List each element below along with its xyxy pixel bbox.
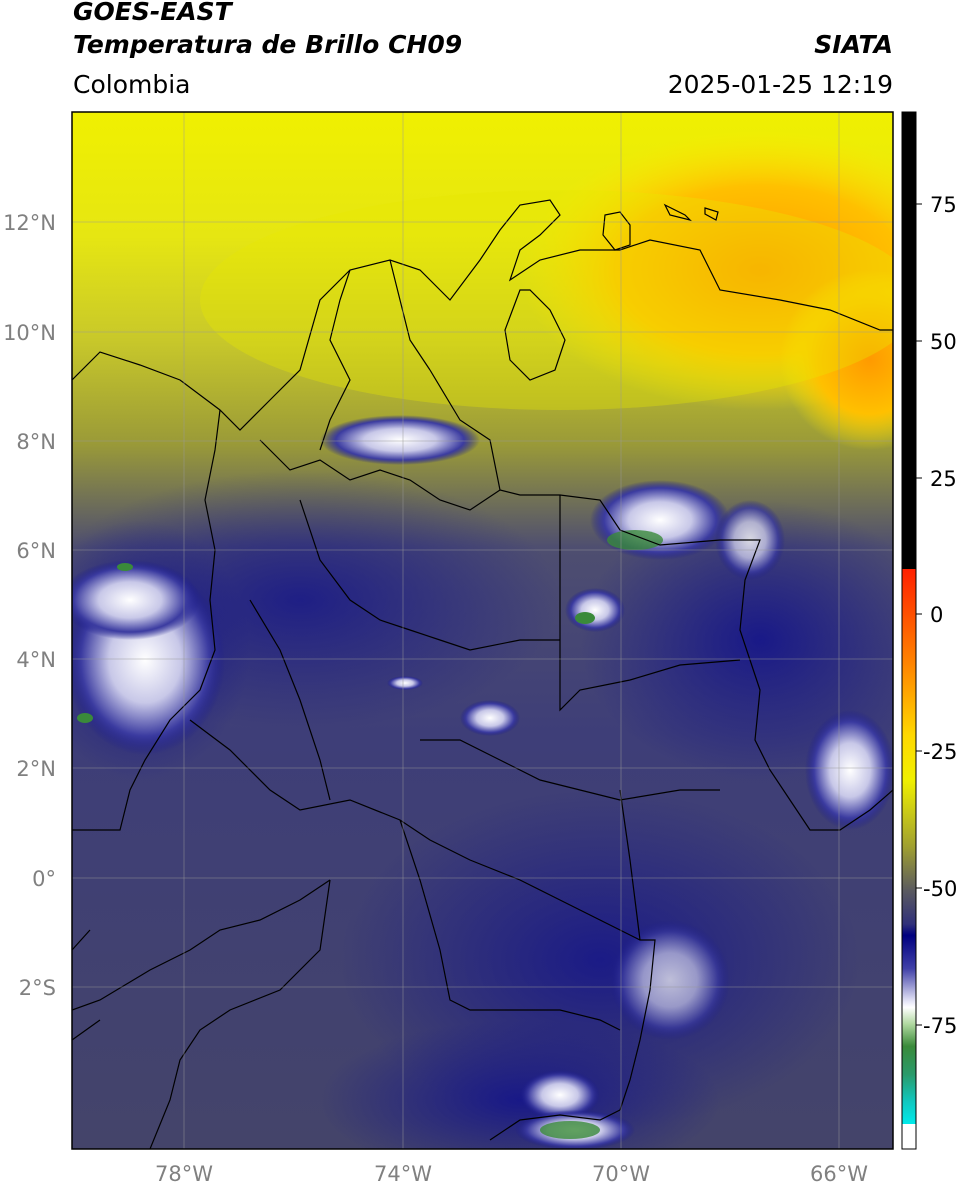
colorbar-ticks <box>916 203 922 1026</box>
peru-border <box>149 879 331 1149</box>
internal-border-center <box>299 499 560 651</box>
organization-label: SIATA <box>814 30 893 59</box>
internal-border-west <box>249 599 331 801</box>
lon-label: 70°W <box>592 1162 650 1186</box>
colorbar-label: 50 <box>930 330 957 354</box>
venezuela-border <box>429 369 893 831</box>
colorbar-frame <box>901 111 917 1150</box>
satellite-imagery <box>72 112 893 1149</box>
colorbar-label: -25 <box>923 740 957 764</box>
colorbar: 75 50 25 0 -25 -50 -75 <box>901 111 957 1150</box>
lon-label: 78°W <box>155 1162 213 1186</box>
colorbar-black-segment <box>902 112 916 569</box>
amazon-border <box>489 1109 621 1141</box>
lat-label: 0° <box>32 867 56 891</box>
lon-label: 66°W <box>810 1162 868 1186</box>
colorbar-label: 0 <box>930 603 943 627</box>
lat-label: 12°N <box>3 211 56 235</box>
title-line-2: Temperatura de Brillo CH09 <box>73 30 463 59</box>
lat-label: 2°N <box>16 757 56 781</box>
internal-border-south <box>399 819 621 1031</box>
longitude-labels: 78°W 74°W 70°W 66°W <box>155 1162 868 1186</box>
coast-ecuador <box>72 929 101 1041</box>
colorbar-white-segment <box>902 1124 916 1149</box>
lat-label: 6°N <box>16 539 56 563</box>
internal-border-east <box>559 495 741 712</box>
lat-label: 2°S <box>19 976 56 1000</box>
region-label: Colombia <box>73 70 191 99</box>
colorbar-label: -75 <box>923 1014 957 1038</box>
latitude-labels: 12°N 10°N 8°N 6°N 4°N 2°N 0° 2°S <box>3 211 56 1000</box>
pacific-coastline <box>72 409 221 831</box>
colorbar-label: 75 <box>930 193 957 217</box>
lat-label: 10°N <box>3 321 56 345</box>
islands <box>663 203 719 222</box>
internal-border-coast <box>319 259 431 451</box>
timestamp-label: 2025-01-25 12:19 <box>667 70 893 99</box>
lat-label: 8°N <box>16 430 56 454</box>
title-line-1: GOES-EAST <box>73 0 232 26</box>
paraguana-peninsula <box>602 211 631 251</box>
map-frame <box>71 111 894 1150</box>
colorbar-labels: 75 50 25 0 -25 -50 -75 <box>923 193 957 1038</box>
colorbar-label: -50 <box>923 877 957 901</box>
lake-maracaibo <box>504 289 566 381</box>
southern-border <box>189 719 656 1111</box>
colorbar-label: 25 <box>930 467 957 491</box>
peru-ecuador-border <box>72 879 331 1011</box>
internal-border-north <box>259 439 501 511</box>
lat-label: 4°N <box>16 648 56 672</box>
internal-border-east-south <box>420 739 720 941</box>
lon-label: 74°W <box>374 1162 432 1186</box>
coastlines-and-borders <box>72 199 893 1149</box>
gridlines <box>72 112 893 1149</box>
colorbar-gradient <box>902 569 916 1124</box>
caribbean-coastline <box>72 199 893 431</box>
